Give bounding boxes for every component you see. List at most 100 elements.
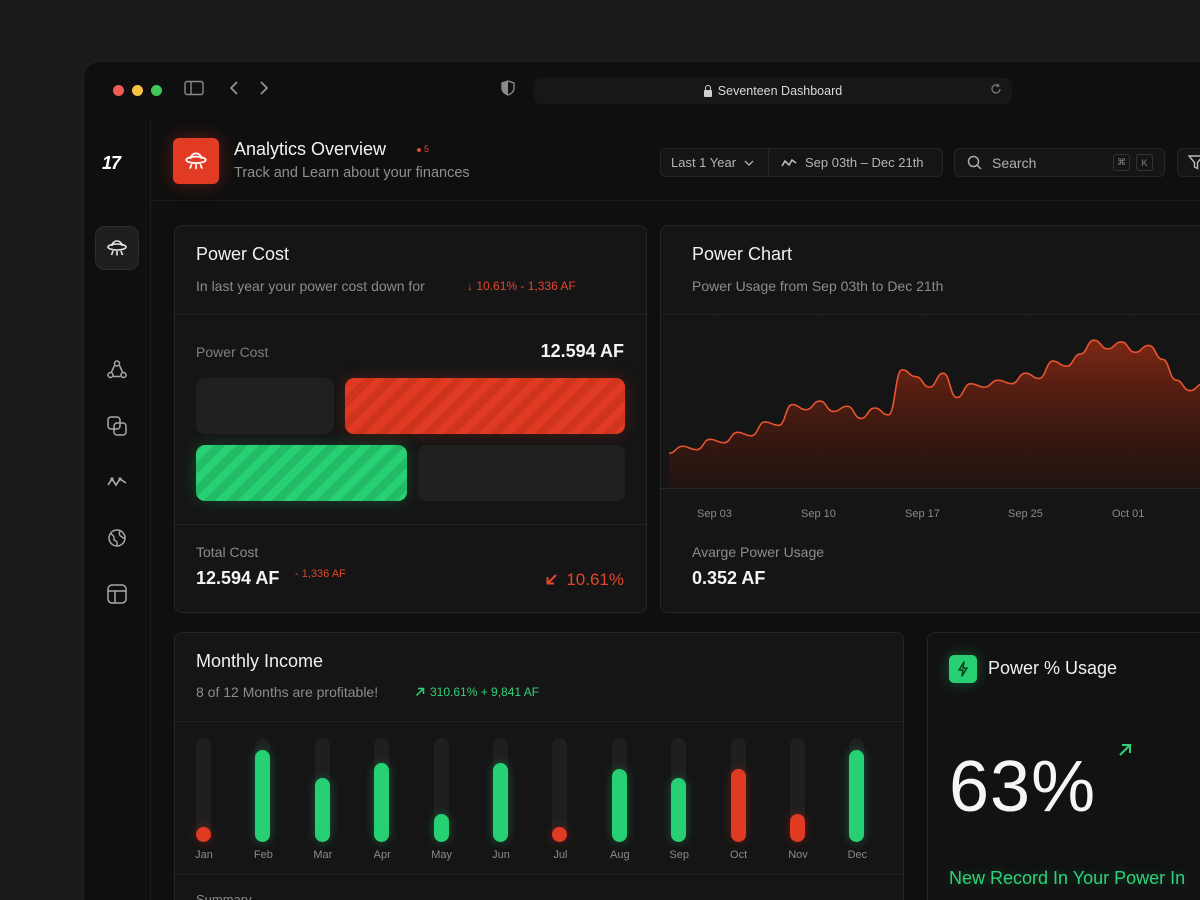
header-divider <box>151 200 1200 201</box>
series-line <box>668 339 1200 455</box>
k-key-hint: K <box>1136 154 1153 171</box>
layout-panel-icon <box>107 584 127 604</box>
address-bar[interactable]: Seventeen Dashboard <box>534 78 1012 104</box>
x-tick-label: Sep 25 <box>1008 508 1043 520</box>
power-chart-title: Power Chart <box>692 244 793 264</box>
page-subtitle: Track and Learn about your finances <box>234 165 470 181</box>
arrow-up-right-icon <box>1119 744 1131 756</box>
power-usage-percent: 63% <box>949 747 1097 827</box>
notification-badge: 5 <box>417 144 429 154</box>
month-label: Aug <box>610 849 630 861</box>
page-title: Analytics Overview <box>234 139 387 159</box>
browser-toolbar: Seventeen Dashboard <box>84 62 1200 118</box>
power-cost-label: Power Cost <box>196 344 269 360</box>
period-value: Last 1 Year <box>671 155 737 170</box>
month-label: Jul <box>553 849 568 861</box>
url-title: Seventeen Dashboard <box>717 84 843 98</box>
sidebar-item-layers[interactable] <box>95 404 139 448</box>
month-bar-profit <box>493 763 508 842</box>
power-chart-card: Power Chart Power Usage from Sep 03th to… <box>660 225 1200 613</box>
month-bar-profit <box>849 750 865 842</box>
browser-window: Seventeen Dashboard 17 Analytics Ov <box>83 61 1200 900</box>
minimize-window-button[interactable] <box>132 85 143 96</box>
total-cost-label: Total Cost <box>196 544 259 560</box>
month-bar-track[interactable] <box>255 738 271 842</box>
x-tick-label: Sep 17 <box>905 508 940 520</box>
month-bar-track[interactable] <box>730 738 746 842</box>
x-tick-label: Sep 10 <box>801 508 836 520</box>
avg-power-label: Avarge Power Usage <box>692 544 825 560</box>
month-label: Apr <box>373 849 391 861</box>
month-bar-track[interactable] <box>849 738 865 842</box>
avg-power-value: 0.352 AF <box>692 568 766 588</box>
total-cost-percent-value: 10.61% <box>566 570 624 589</box>
month-bar-track[interactable] <box>671 738 687 842</box>
month-bar-loss <box>196 827 211 842</box>
layers-icon <box>107 416 127 436</box>
globe-icon <box>108 529 126 547</box>
power-usage-card: Power % Usage 63% New Record In Your Pow… <box>927 632 1200 900</box>
month-bar-loss <box>730 769 746 842</box>
sidebar-item-overview[interactable] <box>95 226 139 270</box>
activity-line-icon <box>781 158 797 166</box>
month-bar-track[interactable] <box>611 738 627 842</box>
month-bar-loss <box>552 827 568 842</box>
power-cost-subtitle: In last year your power cost down for <box>196 278 425 294</box>
ufo-icon <box>107 240 127 256</box>
ufo-icon <box>185 152 207 170</box>
app-logo[interactable]: 17 <box>102 153 121 173</box>
month-bar-profit <box>255 750 271 842</box>
month-bar-track[interactable] <box>552 738 568 842</box>
month-bar-profit <box>671 778 687 842</box>
month-bar-track[interactable] <box>493 738 508 842</box>
power-chart-subtitle: Power Usage from Sep 03th to Dec 21th <box>692 278 944 294</box>
command-key-hint: ⌘ <box>1113 154 1130 171</box>
period-select[interactable]: Last 1 Year <box>661 149 769 176</box>
power-cost-change-value: 10.61% - 1,336 AF <box>476 279 576 293</box>
lightning-tile <box>949 655 977 683</box>
cost-bar-green <box>196 445 407 501</box>
date-range-picker[interactable]: Sep 03th – Dec 21th <box>769 155 924 170</box>
close-window-button[interactable] <box>113 85 124 96</box>
sidebar-item-cycle[interactable] <box>95 348 139 392</box>
reload-icon[interactable] <box>990 83 1002 98</box>
month-bar-loss <box>790 814 805 842</box>
search-placeholder: Search <box>992 154 1037 171</box>
cost-bar-empty <box>196 378 334 434</box>
sidebar-item-activity[interactable] <box>95 460 139 504</box>
monthly-income-change-value: 310.61% + 9,841 AF <box>430 685 540 699</box>
sidebar-toggle-icon[interactable] <box>184 80 204 102</box>
monthly-income-subtitle: 8 of 12 Months are profitable! <box>196 684 379 700</box>
month-label: May <box>431 849 452 861</box>
arrow-down-left-icon <box>546 574 558 585</box>
month-bar-profit <box>433 814 449 842</box>
month-bar-track[interactable] <box>790 738 805 842</box>
activity-line-icon <box>107 477 127 487</box>
maximize-window-button[interactable] <box>151 85 162 96</box>
monthly-income-change: 310.61% + 9,841 AF <box>415 685 539 699</box>
search-icon <box>967 155 982 170</box>
divider <box>175 721 903 722</box>
month-label: Jun <box>492 849 510 861</box>
month-bar-track[interactable] <box>314 738 330 842</box>
power-cost-change: ↓ 10.61% - 1,336 AF <box>467 279 576 293</box>
recycle-triangle-icon <box>107 360 127 379</box>
filter-button[interactable] <box>1177 148 1200 177</box>
month-bar-track[interactable] <box>433 738 449 842</box>
month-bar-profit <box>611 769 627 842</box>
month-label: Sep <box>669 849 689 861</box>
sidebar-item-globe[interactable] <box>95 516 139 560</box>
forward-arrow-icon[interactable] <box>258 80 270 102</box>
back-arrow-icon[interactable] <box>228 80 240 102</box>
total-cost-value: 12.594 AF <box>196 568 280 588</box>
sidebar-item-layout[interactable] <box>95 572 139 616</box>
search-input[interactable]: Search ⌘ K <box>954 148 1165 177</box>
cost-bar-red <box>345 378 625 434</box>
lock-icon <box>703 84 712 97</box>
month-bar-track[interactable] <box>196 738 211 842</box>
shield-icon[interactable] <box>501 80 515 102</box>
series-area <box>669 340 1200 488</box>
month-bar-track[interactable] <box>374 738 390 842</box>
divider <box>175 314 646 315</box>
chevron-down-icon <box>744 160 754 166</box>
